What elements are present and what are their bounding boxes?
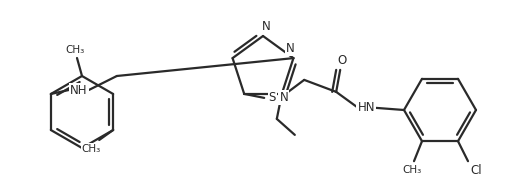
- Text: S: S: [268, 91, 276, 104]
- Text: HN: HN: [357, 101, 375, 114]
- Text: Cl: Cl: [470, 164, 482, 177]
- Text: N: N: [286, 42, 295, 55]
- Text: N: N: [262, 20, 270, 33]
- Text: N: N: [279, 91, 288, 104]
- Text: CH₃: CH₃: [65, 45, 84, 55]
- Text: NH: NH: [70, 83, 88, 96]
- Text: O: O: [338, 54, 347, 67]
- Text: CH₃: CH₃: [82, 144, 101, 154]
- Text: CH₃: CH₃: [402, 165, 421, 175]
